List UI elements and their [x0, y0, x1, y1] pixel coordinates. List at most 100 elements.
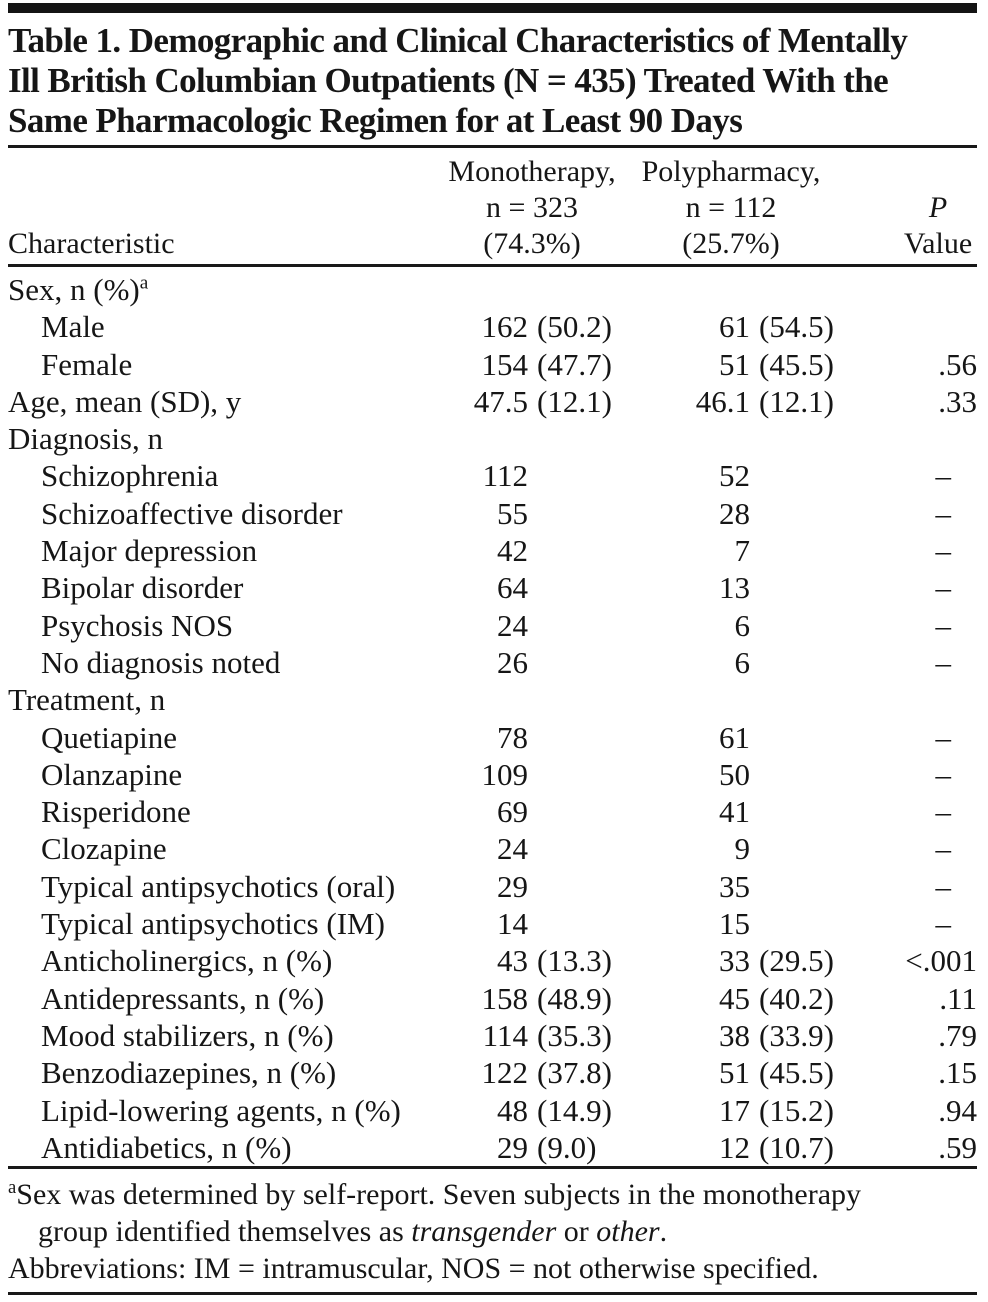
p-value: .15: [938, 1055, 977, 1091]
row-label: Antidiabetics, n (%): [41, 1129, 292, 1165]
polypharmacy-value: [634, 681, 750, 718]
table-row: Olanzapine 109 50 –: [8, 756, 977, 793]
monotherapy-percent: [537, 495, 634, 532]
row-label: Typical antipsychotics (oral): [41, 868, 396, 904]
p-value: –: [935, 533, 952, 569]
row-label: Treatment, n: [8, 682, 166, 718]
column-header-monotherapy: Monotherapy, n = 323 (74.3%): [448, 155, 616, 260]
polypharmacy-percent: [759, 569, 856, 606]
polypharmacy-percent: [759, 756, 856, 793]
monotherapy-percent: (37.8): [537, 1055, 612, 1091]
monotherapy-value: 24: [497, 831, 528, 867]
polypharmacy-percent: [759, 681, 856, 718]
row-label: Diagnosis, n: [8, 421, 163, 457]
row-label: Male: [41, 309, 105, 345]
polypharmacy-percent: [759, 793, 856, 830]
p-value: [856, 681, 977, 718]
monotherapy-value: 29: [497, 1129, 528, 1165]
table-row: Female 154 (47.7) 51 (45.5) .56: [8, 346, 977, 383]
polypharmacy-percent: [759, 495, 856, 532]
table-row: Typical antipsychotics (oral) 29 35 –: [8, 868, 977, 905]
table-row: Risperidone 69 41 –: [8, 793, 977, 830]
row-label: Psychosis NOS: [41, 607, 234, 643]
polypharmacy-percent: [759, 271, 856, 308]
table-row: Bipolar disorder 64 13 –: [8, 569, 977, 606]
monotherapy-value: 69: [497, 794, 528, 830]
table-row: Treatment, n: [8, 681, 977, 718]
table-row: Psychosis NOS 24 6 –: [8, 607, 977, 644]
polypharmacy-value: 61: [719, 309, 750, 345]
p-value: –: [935, 906, 952, 942]
row-label: Sex, n (%)a: [8, 272, 149, 307]
monotherapy-percent: [537, 457, 634, 494]
row-label: Bipolar disorder: [41, 570, 244, 606]
p-value: –: [935, 458, 952, 494]
table-row: Schizoaffective disorder 55 28 –: [8, 495, 977, 532]
row-label: Risperidone: [41, 794, 191, 830]
monotherapy-value: 29: [497, 868, 528, 904]
polypharmacy-percent: (45.5): [759, 1055, 834, 1091]
polypharmacy-value: 61: [719, 719, 750, 755]
table-title-line-3: Same Pharmacologic Regimen for at Least …: [8, 101, 743, 140]
table-row: Anticholinergics, n (%) 43 (13.3) 33 (29…: [8, 942, 977, 979]
row-label: Anticholinergics, n (%): [41, 943, 333, 979]
table-row: No diagnosis noted 26 6 –: [8, 644, 977, 681]
monotherapy-value: 162: [481, 309, 529, 345]
p-value: [856, 308, 977, 345]
monotherapy-value: 42: [497, 533, 528, 569]
divider-under-header: [8, 264, 977, 267]
polypharmacy-value: 35: [719, 868, 750, 904]
row-label: Clozapine: [41, 831, 167, 867]
p-value: .56: [938, 346, 977, 382]
row-label: Antidepressants, n (%): [41, 980, 325, 1016]
column-header-p-value: P Value: [903, 191, 973, 260]
monotherapy-percent: [537, 532, 634, 569]
polypharmacy-value: 17: [719, 1092, 750, 1128]
monotherapy-percent: (50.2): [537, 309, 612, 345]
table-row: Typical antipsychotics (IM) 14 15 –: [8, 905, 977, 942]
polypharmacy-percent: [759, 420, 856, 457]
p-value: –: [935, 868, 952, 904]
monotherapy-percent: [537, 756, 634, 793]
monotherapy-percent: [537, 420, 634, 457]
row-label: Schizoaffective disorder: [41, 495, 343, 531]
monotherapy-value: 14: [497, 906, 528, 942]
table-row: Antidepressants, n (%) 158 (48.9) 45 (40…: [8, 980, 977, 1017]
p-value: .11: [939, 980, 977, 1016]
polypharmacy-value: 51: [719, 1055, 750, 1091]
polypharmacy-value: 50: [719, 756, 750, 792]
monotherapy-value: 114: [482, 1017, 528, 1053]
table-row: Age, mean (SD), y 47.5 (12.1) 46.1 (12.1…: [8, 383, 977, 420]
footnote-marker-a: a: [8, 1177, 17, 1199]
polypharmacy-value: 6: [734, 644, 751, 680]
footnote-abbreviations: Abbreviations: IM = intramuscular, NOS =…: [8, 1252, 819, 1286]
monotherapy-value: 109: [481, 756, 529, 792]
polypharmacy-percent: [759, 457, 856, 494]
polypharmacy-value: 6: [734, 607, 751, 643]
monotherapy-percent: [537, 644, 634, 681]
polypharmacy-percent: (45.5): [759, 346, 834, 382]
p-value: <.001: [905, 943, 977, 979]
polypharmacy-percent: [759, 644, 856, 681]
top-border-bar: [8, 3, 977, 13]
table-header-row: Characteristic Monotherapy, n = 323 (74.…: [8, 148, 977, 262]
monotherapy-value: 48: [497, 1092, 528, 1128]
monotherapy-value: [440, 420, 528, 457]
row-label: Typical antipsychotics (IM): [41, 906, 385, 942]
row-label: Major depression: [41, 533, 258, 569]
monotherapy-value: 154: [481, 346, 529, 382]
polypharmacy-value: [634, 420, 750, 457]
monotherapy-percent: (48.9): [537, 980, 612, 1016]
polypharmacy-percent: [759, 905, 856, 942]
monotherapy-percent: [537, 569, 634, 606]
monotherapy-percent: [537, 271, 634, 308]
monotherapy-percent: (14.9): [537, 1092, 612, 1128]
table-row: Clozapine 24 9 –: [8, 830, 977, 867]
footnote-a-line-1: aSex was determined by self-report. Seve…: [8, 1177, 862, 1212]
p-value: [856, 420, 977, 457]
polypharmacy-percent: [759, 532, 856, 569]
table-row: Antidiabetics, n (%) 29 (9.0) 12 (10.7) …: [8, 1129, 977, 1166]
monotherapy-value: 26: [497, 644, 528, 680]
p-value: .94: [938, 1092, 977, 1128]
monotherapy-value: 24: [497, 607, 528, 643]
